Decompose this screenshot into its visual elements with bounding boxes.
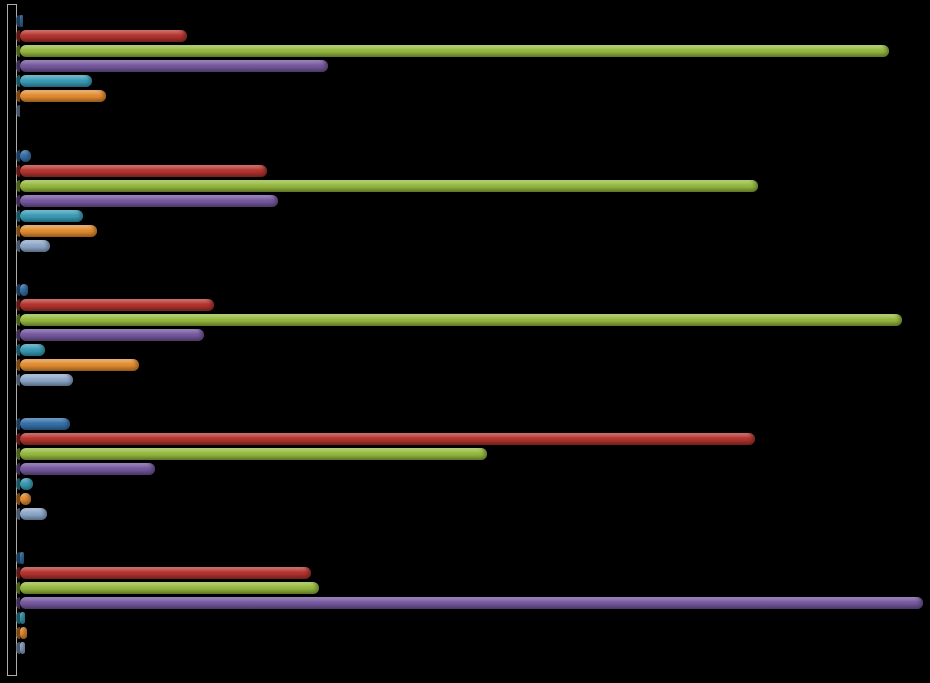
bar-s0-g1 xyxy=(20,150,31,162)
bar-s2-g4 xyxy=(20,582,319,594)
bar-s4-g3 xyxy=(20,478,33,490)
bar-s5-g2 xyxy=(20,359,139,371)
bar-s3-g1 xyxy=(20,195,278,207)
bar-s0-g3 xyxy=(20,418,70,430)
bar-s2-g2 xyxy=(20,314,902,326)
bar-s1-g4 xyxy=(20,567,311,579)
bar-s3-g0 xyxy=(20,60,328,72)
bar-s2-g1 xyxy=(20,180,758,192)
bar-s6-g1 xyxy=(20,240,50,252)
bar-s1-g2 xyxy=(20,299,214,311)
bar-s2-g3 xyxy=(20,448,487,460)
bar-s6-g4 xyxy=(20,642,25,654)
bar-s1-g0 xyxy=(20,30,187,42)
bar-s6-g2 xyxy=(20,374,73,386)
bar-s4-g4 xyxy=(20,612,25,624)
bar-s2-g0 xyxy=(20,45,889,57)
horizontal-bar-chart xyxy=(0,0,930,683)
bar-s5-g0 xyxy=(20,90,106,102)
bar-s0-g0 xyxy=(20,15,23,27)
bar-s3-g4 xyxy=(20,597,923,609)
bar-s5-g3 xyxy=(20,493,31,505)
bar-s3-g2 xyxy=(20,329,204,341)
bar-s1-g1 xyxy=(20,165,267,177)
bar-s0-g2 xyxy=(20,284,28,296)
bar-s1-g3 xyxy=(20,433,755,445)
bar-s4-g1 xyxy=(20,210,83,222)
bar-s6-g3 xyxy=(20,508,47,520)
bar-s3-g3 xyxy=(20,463,155,475)
bar-s4-g0 xyxy=(20,75,92,87)
bar-s4-g2 xyxy=(20,344,45,356)
bar-s5-g1 xyxy=(20,225,97,237)
bar-s0-g4 xyxy=(20,552,24,564)
bar-cap xyxy=(16,105,20,117)
bar-s5-g4 xyxy=(20,627,27,639)
